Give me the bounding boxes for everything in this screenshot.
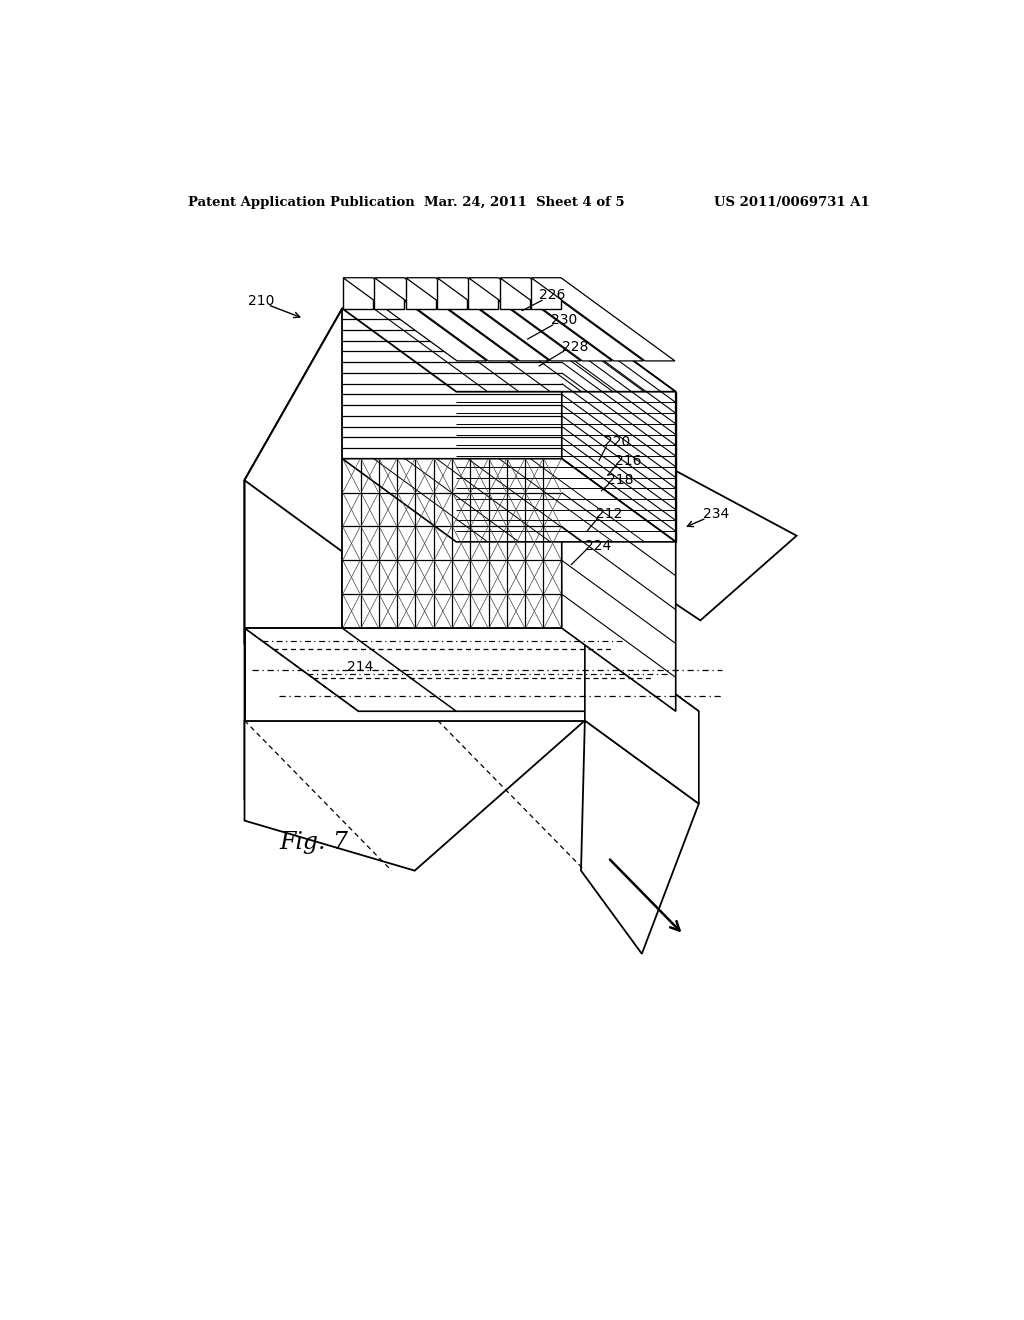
Polygon shape (585, 628, 698, 804)
Polygon shape (343, 277, 373, 309)
Polygon shape (500, 277, 644, 360)
Polygon shape (457, 392, 676, 543)
Polygon shape (406, 277, 550, 360)
Polygon shape (437, 277, 467, 309)
Polygon shape (343, 277, 486, 360)
Polygon shape (406, 277, 435, 309)
Polygon shape (342, 459, 676, 543)
Text: 224: 224 (585, 539, 611, 553)
Polygon shape (573, 451, 797, 620)
Polygon shape (342, 309, 676, 392)
Polygon shape (437, 277, 581, 360)
Polygon shape (245, 721, 585, 871)
Text: 210: 210 (248, 294, 274, 308)
Polygon shape (342, 459, 562, 628)
Text: 218: 218 (607, 474, 634, 487)
Polygon shape (531, 277, 675, 360)
Text: 220: 220 (604, 434, 631, 449)
Text: 230: 230 (551, 313, 578, 327)
Text: 212: 212 (596, 507, 623, 521)
Polygon shape (245, 309, 457, 564)
Text: Mar. 24, 2011  Sheet 4 of 5: Mar. 24, 2011 Sheet 4 of 5 (425, 195, 625, 209)
Text: 226: 226 (540, 289, 565, 302)
Polygon shape (245, 309, 342, 644)
Text: Patent Application Publication: Patent Application Publication (188, 195, 415, 209)
Text: 214: 214 (347, 660, 373, 673)
Polygon shape (469, 277, 499, 309)
Polygon shape (375, 277, 404, 309)
Text: 228: 228 (562, 341, 589, 354)
Polygon shape (469, 277, 612, 360)
Polygon shape (245, 628, 698, 711)
Polygon shape (342, 309, 562, 459)
Polygon shape (375, 277, 518, 360)
Polygon shape (581, 721, 698, 954)
Text: US 2011/0069731 A1: US 2011/0069731 A1 (714, 195, 869, 209)
Text: 234: 234 (702, 507, 729, 521)
Polygon shape (562, 459, 676, 711)
Polygon shape (562, 309, 676, 543)
Polygon shape (245, 309, 342, 800)
Polygon shape (245, 628, 585, 721)
Text: Fig. 7: Fig. 7 (280, 830, 348, 854)
Polygon shape (500, 277, 529, 309)
Polygon shape (531, 277, 561, 309)
Text: 216: 216 (614, 454, 641, 469)
